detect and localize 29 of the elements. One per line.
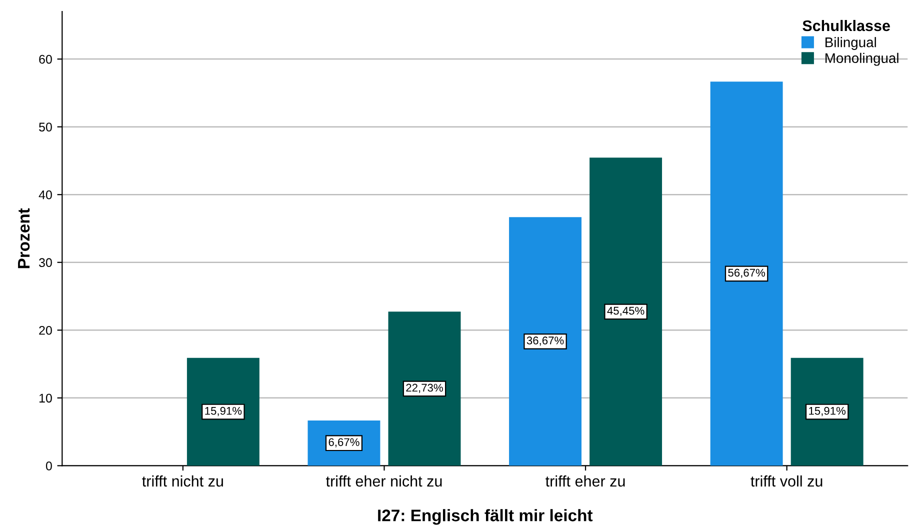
- y-tick-label: 50: [39, 122, 52, 132]
- data-label: 15,91%: [809, 406, 846, 416]
- x-axis-title: I27: Englisch fällt mir leicht: [378, 509, 593, 525]
- bar: [790, 358, 864, 466]
- data-label: 15,91%: [205, 406, 242, 416]
- x-tick-label: trifft eher zu: [546, 475, 625, 487]
- bar: [186, 358, 260, 466]
- data-label: 56,67%: [728, 268, 766, 278]
- data-label: 22,73%: [406, 384, 443, 393]
- data-label: 45,45%: [607, 306, 644, 316]
- y-tick-label: 0: [46, 461, 52, 470]
- y-tick-label: 10: [39, 394, 52, 403]
- bar: [710, 82, 783, 466]
- data-label: 36,67%: [526, 336, 564, 346]
- y-axis-title: Prozent: [18, 208, 30, 268]
- data-label: 6,67%: [328, 438, 360, 448]
- bar: [590, 158, 662, 466]
- legend-label: Monolingual: [826, 52, 898, 66]
- y-tick-label: 60: [39, 54, 52, 64]
- legend-label: Bilingual: [826, 37, 876, 50]
- x-tick-label: trifft voll zu: [750, 475, 822, 487]
- y-tick-label: 20: [39, 326, 52, 335]
- x-tick-label: trifft eher nicht zu: [326, 475, 442, 487]
- bar: [509, 217, 582, 466]
- y-tick-label: 40: [38, 190, 52, 200]
- x-tick-label: trifft nicht zu: [142, 475, 223, 487]
- y-tick-label: 30: [39, 258, 52, 268]
- bar: [388, 312, 461, 466]
- legend-title: Schulklasse: [802, 20, 890, 32]
